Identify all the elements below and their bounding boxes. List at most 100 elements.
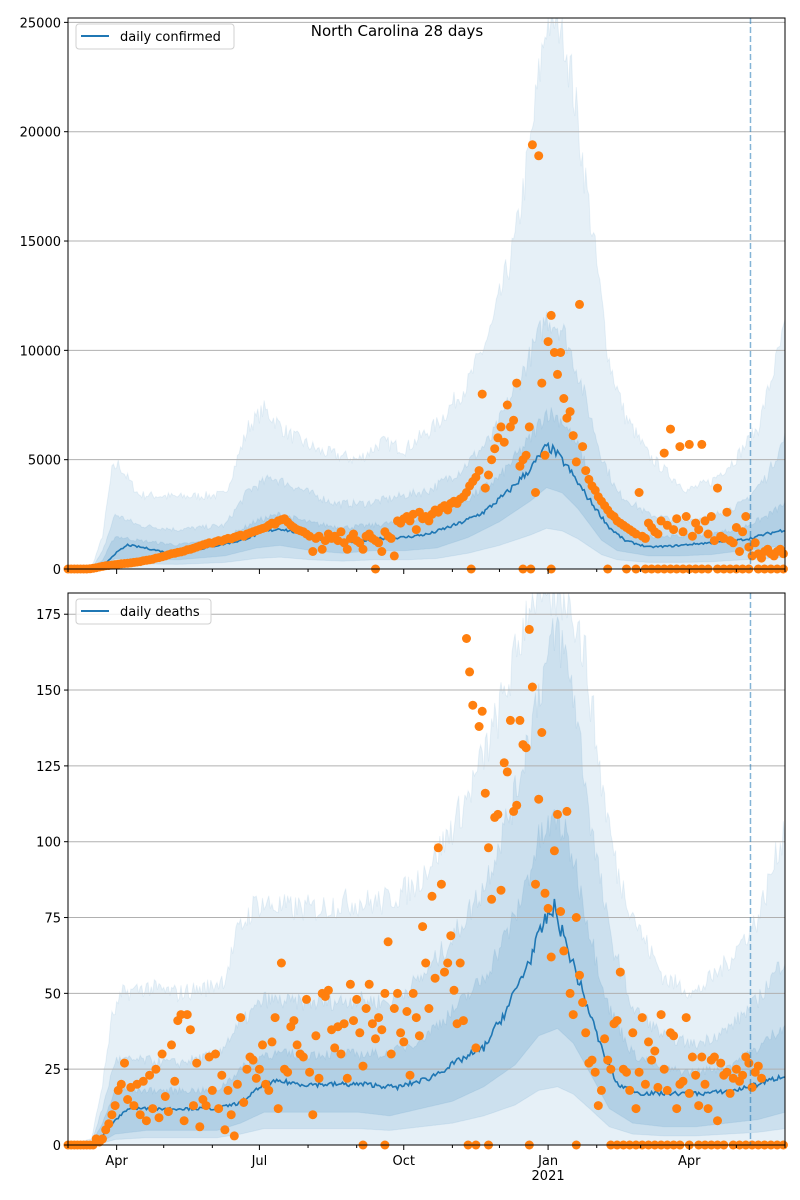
observed-point xyxy=(192,1058,202,1068)
observed-point xyxy=(496,422,506,432)
observed-point xyxy=(138,1076,148,1086)
observed-point xyxy=(342,1073,352,1083)
observed-point xyxy=(292,1040,302,1050)
observed-point xyxy=(487,894,497,904)
observed-point xyxy=(669,1031,679,1041)
observed-point xyxy=(634,488,644,497)
observed-point xyxy=(546,952,556,962)
y-tick-label: 15000 xyxy=(20,235,61,250)
observed-point xyxy=(700,1079,710,1089)
legend-label-deaths: daily deaths xyxy=(120,605,200,620)
axes-frame-bottom xyxy=(67,592,786,1146)
observed-point xyxy=(217,1070,227,1080)
legend-top: daily confirmed xyxy=(75,23,235,50)
y-ticks-top: 0 5000 10000 15000 20000 25000 xyxy=(20,16,68,578)
observed-point xyxy=(361,1004,371,1013)
observed-point xyxy=(631,1104,641,1114)
observed-point xyxy=(496,885,506,895)
observed-point xyxy=(468,700,478,710)
observed-point xyxy=(355,1028,365,1038)
observed-point xyxy=(352,994,362,1004)
observed-point xyxy=(367,1019,377,1029)
observed-point xyxy=(471,1043,481,1053)
x-tick-label: Oct xyxy=(393,1154,415,1169)
observed-point xyxy=(308,1110,318,1120)
observed-point xyxy=(474,466,484,476)
observed-point xyxy=(681,512,691,521)
legend-label-confirmed: daily confirmed xyxy=(120,30,221,45)
observed-point xyxy=(358,544,368,554)
observed-point xyxy=(540,888,550,898)
observed-point xyxy=(474,722,484,731)
legend-bottom: daily deaths xyxy=(75,598,212,625)
observed-point xyxy=(182,1010,192,1020)
observed-point xyxy=(531,488,540,497)
observed-point xyxy=(339,1019,349,1029)
observed-point xyxy=(462,634,471,643)
observed-point xyxy=(612,1016,622,1026)
observed-point xyxy=(433,843,443,853)
y-tick-label: 100 xyxy=(36,836,61,851)
observed-point xyxy=(556,348,566,357)
observed-point xyxy=(505,715,515,725)
observed-point xyxy=(703,529,713,539)
observed-point xyxy=(662,520,672,530)
observed-point xyxy=(201,1101,211,1111)
observed-point xyxy=(684,439,694,449)
observed-point xyxy=(411,1013,421,1023)
observed-point xyxy=(738,527,748,537)
observed-point xyxy=(157,1049,167,1059)
y-tick-label: 75 xyxy=(44,912,61,927)
observed-point xyxy=(571,457,581,467)
observed-point xyxy=(672,514,682,524)
y-tick-label: 0 xyxy=(53,563,61,578)
observed-point xyxy=(248,1055,258,1065)
observed-point xyxy=(386,533,396,543)
y-tick-label: 25 xyxy=(44,1063,61,1078)
observed-point xyxy=(129,1101,139,1111)
observed-point xyxy=(289,1016,299,1026)
axes-daily-deaths: 0 25 50 75 100 125 150 175 Apr Jul Oct Jan2021Apr … xyxy=(36,592,788,1184)
observed-point xyxy=(581,466,591,476)
observed-point xyxy=(258,1040,267,1050)
observed-point xyxy=(314,1073,324,1083)
observed-point xyxy=(575,299,584,309)
y-tick-label: 0 xyxy=(53,1139,61,1154)
observed-point xyxy=(267,1037,277,1047)
observed-point xyxy=(568,431,578,441)
observed-point xyxy=(738,1070,748,1080)
observed-point xyxy=(330,1043,340,1053)
observed-point xyxy=(179,1116,189,1126)
observed-point xyxy=(757,1073,766,1083)
x-tick-label: Apr xyxy=(105,1154,128,1169)
axes-frame-top xyxy=(67,17,786,570)
observed-point xyxy=(596,1085,606,1095)
observed-point xyxy=(524,624,534,634)
observed-point xyxy=(239,1098,249,1107)
observed-point xyxy=(264,1085,274,1095)
observed-point xyxy=(637,1013,647,1023)
observed-point xyxy=(170,1076,180,1086)
observed-point xyxy=(703,1104,713,1114)
x-tick-label: Jul xyxy=(251,1154,268,1169)
observed-point xyxy=(662,1085,672,1095)
observed-point xyxy=(305,1067,315,1077)
observed-point xyxy=(590,1067,600,1077)
observed-point xyxy=(349,1016,358,1026)
observed-point xyxy=(389,551,399,561)
observed-point xyxy=(424,1004,434,1013)
observed-point xyxy=(195,1122,205,1132)
observed-point xyxy=(342,544,352,554)
observed-point xyxy=(236,1013,246,1023)
observed-point xyxy=(427,891,437,901)
observed-point xyxy=(578,442,588,452)
observed-point xyxy=(480,788,490,798)
observed-point xyxy=(493,809,503,819)
observed-point xyxy=(408,988,418,998)
axes-daily-confirmed: 0 5000 10000 15000 20000 25000 daily confirme… xyxy=(20,16,788,578)
observed-point xyxy=(377,547,387,556)
observed-point xyxy=(371,1034,380,1044)
observed-point xyxy=(540,450,550,460)
observed-point xyxy=(298,1052,308,1062)
